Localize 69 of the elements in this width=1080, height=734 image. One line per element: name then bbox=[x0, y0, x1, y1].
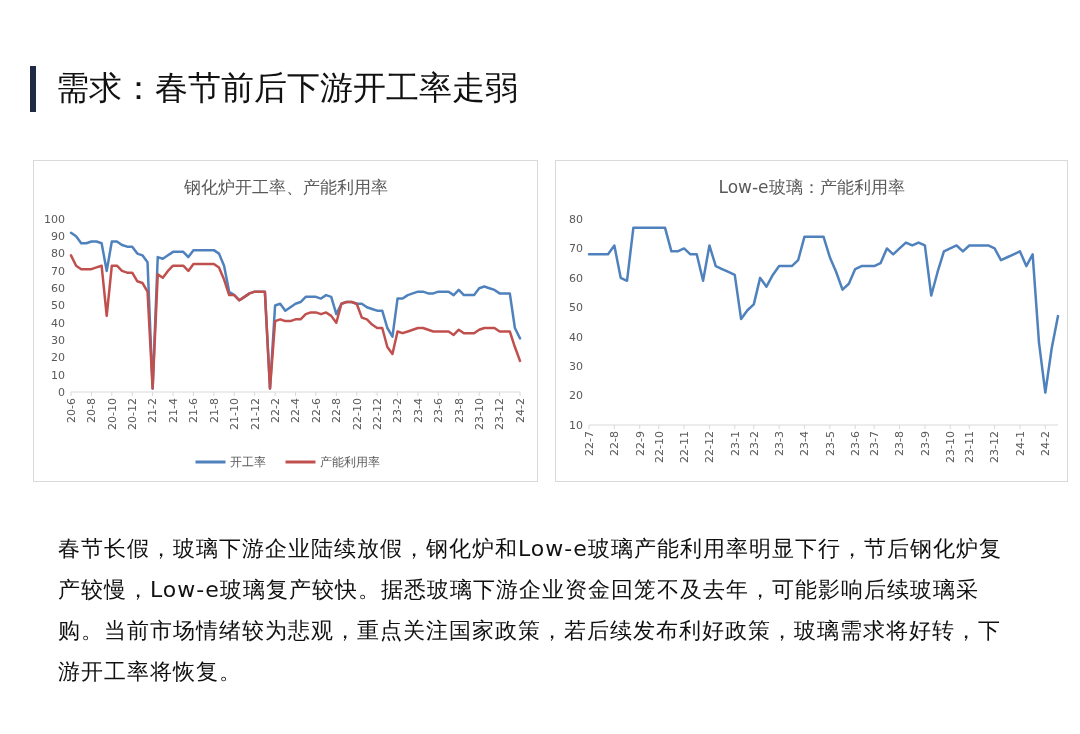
x-tick-label: 23-6 bbox=[849, 431, 863, 456]
x-tick-label: 23-10 bbox=[944, 431, 958, 463]
x-tick-label: 23-2 bbox=[747, 431, 761, 456]
chart-title: Low-e玻璃：产能利用率 bbox=[718, 177, 905, 197]
x-tick-label: 20-6 bbox=[64, 398, 78, 423]
x-tick-label: 23-11 bbox=[963, 431, 977, 463]
y-tick-label: 70 bbox=[569, 242, 583, 256]
y-tick-label: 90 bbox=[51, 230, 65, 244]
x-tick-label: 23-9 bbox=[918, 431, 932, 456]
y-tick-label: 80 bbox=[51, 247, 65, 261]
x-tick-label: 23-7 bbox=[868, 431, 882, 456]
x-tick-label: 22-8 bbox=[608, 431, 622, 456]
y-tick-label: 20 bbox=[51, 351, 65, 365]
x-tick-label: 23-12 bbox=[493, 398, 507, 430]
y-tick-label: 20 bbox=[569, 389, 583, 403]
x-tick-label: 22-10 bbox=[652, 431, 666, 463]
x-tick-label: 23-4 bbox=[798, 431, 812, 456]
y-tick-label: 80 bbox=[569, 212, 583, 226]
y-tick-label: 100 bbox=[44, 212, 65, 226]
x-tick-label: 23-10 bbox=[473, 398, 487, 430]
x-tick-label: 22-11 bbox=[677, 431, 691, 463]
y-tick-label: 30 bbox=[569, 359, 583, 373]
y-tick-label: 10 bbox=[51, 368, 65, 382]
x-tick-label: 24-2 bbox=[1039, 431, 1053, 456]
text: 需求：春节前后下游开工率走弱 bbox=[56, 67, 518, 109]
x-tick-label: 22-4 bbox=[289, 398, 303, 423]
x-tick-label: 24-2 bbox=[513, 398, 527, 423]
x-tick-label: 21-2 bbox=[146, 398, 160, 423]
x-tick-label: 23-2 bbox=[391, 398, 405, 423]
y-tick-label: 30 bbox=[51, 333, 65, 347]
x-tick-label: 20-10 bbox=[105, 398, 119, 430]
y-tick-label: 60 bbox=[569, 271, 583, 285]
y-tick-label: 50 bbox=[569, 301, 583, 315]
x-tick-label: 20-12 bbox=[126, 398, 140, 430]
legend-label: 开工率 bbox=[229, 455, 266, 470]
x-tick-label: 23-6 bbox=[432, 398, 446, 423]
x-tick-label: 23-5 bbox=[823, 431, 837, 456]
y-tick-label: 10 bbox=[569, 418, 583, 432]
x-tick-label: 21-4 bbox=[166, 398, 180, 423]
x-tick-label: 24-1 bbox=[1013, 431, 1027, 456]
x-tick-label: 23-12 bbox=[988, 431, 1002, 463]
chart-title: 钢化炉开工率、产能利用率 bbox=[182, 177, 388, 197]
x-tick-label: 20-8 bbox=[85, 398, 99, 423]
x-tick-label: 23-8 bbox=[452, 398, 466, 423]
x-tick-label: 22-12 bbox=[703, 431, 717, 463]
x-tick-label: 22-12 bbox=[370, 398, 384, 430]
y-tick-label: 70 bbox=[51, 264, 65, 278]
x-tick-label: 22-2 bbox=[268, 398, 282, 423]
y-tick-label: 40 bbox=[51, 316, 65, 330]
text: 春节长假，玻璃下游企业陆续放假，钢化炉和Low-e玻璃产能利用率明显下行，节后钢化炉复产较慢，Low-e玻璃复产较快。据悉玻璃下游企业资金回笼不及去年，可能影响后续玻璃采购。当前市场情绪较为悲观，重点关注国家政策，若后续发布利好政策，玻璃需求将好转，下游开工率将恢复。 bbox=[58, 535, 1003, 686]
x-tick-label: 23-4 bbox=[411, 398, 425, 423]
x-tick-label: 22-8 bbox=[330, 398, 344, 423]
x-tick-label: 22-6 bbox=[309, 398, 323, 423]
x-tick-label: 23-8 bbox=[893, 431, 907, 456]
legend-label: 产能利用率 bbox=[319, 455, 380, 470]
y-tick-label: 0 bbox=[58, 385, 65, 399]
y-tick-label: 50 bbox=[51, 299, 65, 313]
y-tick-label: 40 bbox=[569, 330, 583, 344]
x-tick-label: 23-1 bbox=[728, 431, 742, 456]
x-tick-label: 21-10 bbox=[228, 398, 242, 430]
x-tick-label: 22-9 bbox=[633, 431, 647, 456]
x-tick-label: 22-10 bbox=[350, 398, 364, 430]
x-tick-label: 21-8 bbox=[207, 398, 221, 423]
x-tick-label: 21-6 bbox=[187, 398, 201, 423]
x-tick-label: 21-12 bbox=[248, 398, 262, 430]
x-tick-label: 22-7 bbox=[582, 431, 596, 456]
line-series bbox=[587, 226, 1060, 394]
y-tick-label: 60 bbox=[51, 282, 65, 296]
x-tick-label: 23-3 bbox=[772, 431, 786, 456]
